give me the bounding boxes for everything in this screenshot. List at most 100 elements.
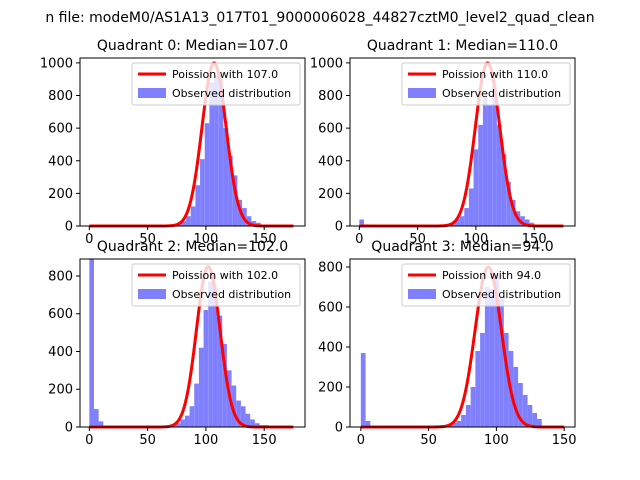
legend-box [131,263,301,307]
x-tick-label: 150 [252,232,277,247]
histogram-bar [470,387,476,427]
histogram-bar [484,287,490,427]
y-tick-label: 800 [48,89,73,104]
histogram-bar [212,287,218,427]
legend-box [401,62,571,106]
y-tick-label: 400 [318,341,343,356]
histogram-bar [465,405,471,427]
histogram-bar [464,208,469,226]
x-tick-label: 100 [193,232,218,247]
legend-label-poisson: Poission with 94.0 [442,269,541,282]
legend-bar-swatch [138,88,166,98]
histogram-bar [451,423,457,427]
y-tick-label: 400 [48,345,73,360]
histogram-bar [254,423,260,427]
legend-box [401,263,571,307]
y-tick-label: 600 [48,307,73,322]
histogram-bar [487,105,493,226]
histogram-bar [203,309,209,427]
histogram-bar [459,216,465,226]
histogram-bar [240,406,246,427]
y-tick-label: 1000 [40,56,73,71]
y-tick-label: 0 [335,220,343,235]
y-tick-label: 400 [48,154,73,169]
x-tick-label: 0 [357,433,365,448]
legend-bar-swatch [408,88,436,98]
y-tick-label: 200 [318,187,343,202]
histogram-bar [524,219,530,226]
histogram-bar [246,216,252,226]
histogram-bar [489,289,495,427]
x-tick-label: 0 [85,433,93,448]
histogram-bar [494,275,500,427]
histogram-bar [98,421,104,427]
histogram-bar [537,419,542,427]
y-tick-label: 600 [318,301,343,316]
observed-histogram [359,85,535,227]
legend-label-observed: Observed distribution [172,87,291,100]
histogram-bar [520,216,525,226]
histogram-bar [522,395,528,427]
y-tick-label: 800 [48,269,73,284]
axes-frame [349,258,576,428]
histogram-bar [231,385,237,427]
y-tick-label: 0 [335,421,343,436]
histogram-bar [251,221,257,226]
legend-bar-swatch [408,289,436,299]
histogram-bar [518,383,523,427]
x-tick-label: 100 [463,232,488,247]
x-tick-label: 150 [252,433,277,448]
x-tick-label: 100 [484,433,509,448]
x-tick-label: 0 [355,232,363,247]
histogram-bar [527,405,533,427]
legend-label-poisson: Poission with 110.0 [442,68,548,81]
histogram-bar [223,128,229,226]
histogram-bar [184,415,190,427]
histogram-bar [468,188,474,226]
y-tick-label: 600 [318,122,343,137]
histogram-bar [232,175,238,226]
histogram-bar [93,409,99,427]
legend-label-observed: Observed distribution [172,288,291,301]
histogram-bar [209,82,215,226]
histogram-bar [492,85,497,227]
axes-frame [79,258,306,428]
histogram-bar [506,181,511,226]
histogram-bar [478,124,483,226]
subplot-quadrant-3: Quadrant 3: Median=94.0 0 50 100 150 0 200 400 6… [318,239,576,448]
subplot-title: Quadrant 0: Median=107.0 [97,38,288,54]
x-tick-label: 150 [552,433,577,448]
histogram-bar [236,400,241,427]
subplot-title: Quadrant 2: Median=102.0 [97,239,288,255]
histogram-bar [186,216,191,226]
histogram-bar [482,97,488,226]
y-tick-label: 600 [48,122,73,137]
histogram-bar [501,154,507,226]
legend: Poission with 94.0 Observed distribution [401,263,571,307]
histogram-bar [180,419,185,427]
histogram-bar [200,159,205,226]
x-tick-label: 50 [420,433,437,448]
histogram-bar [214,75,219,227]
histogram-bar [461,415,466,427]
axes-frame [79,57,306,227]
histogram-bar [208,281,213,427]
y-tick-label: 400 [318,154,343,169]
histogram-bar [222,343,227,427]
legend-box [131,62,301,106]
axes-frame [349,57,576,227]
subplot-quadrant-1: Quadrant 1: Median=110.0 0 50 100 150 0 200 400… [310,38,576,247]
legend-label-observed: Observed distribution [442,288,561,301]
subplot-quadrant-0: Quadrant 0: Median=107.0 0 50 100 150 0 200 400… [40,38,306,247]
histogram-bar [195,185,201,226]
histogram-bar [89,259,94,427]
y-tick-label: 200 [48,383,73,398]
histogram-bar [245,413,251,427]
histogram-bar [360,353,366,427]
histogram-bar [480,333,485,427]
histogram-bar [365,421,371,427]
x-tick-label: 0 [85,232,93,247]
histogram-bar [454,219,460,226]
histogram-bar [175,423,181,427]
